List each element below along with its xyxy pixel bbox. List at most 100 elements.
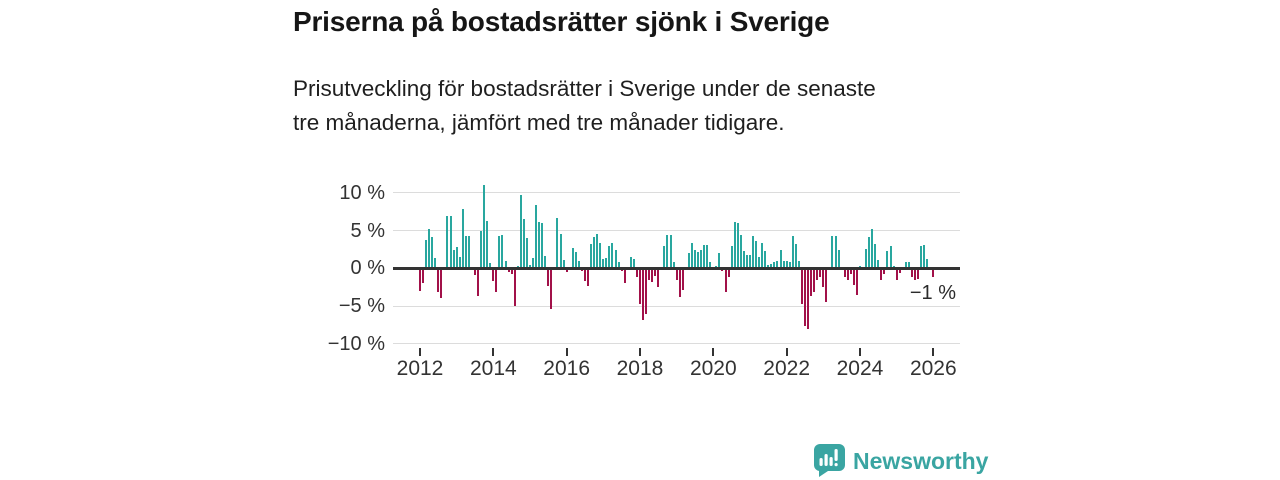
data-bar	[773, 261, 776, 269]
y-axis-label: −10 %	[327, 332, 385, 355]
data-bar	[693, 250, 696, 269]
data-bar	[767, 264, 770, 269]
data-bar	[654, 269, 657, 276]
data-bar	[666, 235, 669, 269]
data-bar	[678, 269, 681, 297]
data-bar	[648, 269, 651, 280]
chart-subtitle: Prisutveckling för bostadsrätter i Sveri…	[293, 72, 876, 140]
data-bar	[822, 269, 825, 288]
data-bar	[492, 269, 495, 282]
x-axis-label: 2026	[909, 357, 957, 380]
data-bar	[452, 250, 455, 269]
data-bar	[895, 269, 898, 280]
data-bar	[748, 254, 751, 269]
data-bar	[629, 256, 632, 269]
data-bar	[917, 269, 920, 279]
data-bar	[431, 236, 434, 269]
data-bar	[428, 229, 431, 269]
bar-chart-plot-area: 10 % 5 % 0 % −5 % −10 % 2012 2014 2016 2018 2020 2…	[328, 181, 960, 380]
data-bar	[675, 269, 678, 280]
data-bar	[599, 242, 602, 269]
data-bar	[559, 234, 562, 269]
data-bar	[837, 250, 840, 269]
data-bar	[687, 253, 690, 269]
data-bar	[709, 262, 712, 269]
data-bar	[449, 216, 452, 269]
data-bar	[467, 235, 470, 269]
data-bar	[883, 269, 886, 274]
data-bar	[538, 221, 541, 269]
data-bar	[706, 244, 709, 269]
data-bar	[477, 269, 480, 297]
data-bar	[528, 265, 531, 269]
data-bar	[590, 244, 593, 269]
gridline--10	[393, 343, 960, 345]
gridline--5	[393, 305, 960, 307]
data-bar	[797, 260, 800, 269]
data-bar	[645, 269, 648, 315]
data-bar	[819, 269, 822, 278]
data-bar	[455, 247, 458, 269]
data-bar	[519, 195, 522, 269]
data-bar	[464, 235, 467, 269]
data-bar	[889, 245, 892, 269]
data-bar	[565, 269, 568, 273]
data-bar	[593, 237, 596, 269]
data-bar	[807, 269, 810, 330]
data-bar	[923, 244, 926, 269]
data-bar	[547, 269, 550, 286]
data-bar	[498, 235, 501, 269]
data-bar	[486, 220, 489, 269]
data-bar	[736, 223, 739, 269]
x-axis-label: 2024	[836, 357, 884, 380]
data-bar	[776, 260, 779, 269]
data-bar	[877, 260, 880, 269]
data-bar	[611, 243, 614, 269]
data-bar	[596, 234, 599, 269]
y-axis-label: 5 %	[350, 219, 385, 242]
newsworthy-speech-bubble-chart-icon	[814, 444, 845, 477]
data-bar	[669, 235, 672, 269]
data-bar	[638, 269, 641, 305]
data-bar	[425, 239, 428, 269]
data-bar	[733, 221, 736, 269]
data-bar	[577, 260, 580, 269]
data-bar	[480, 230, 483, 269]
data-bar	[920, 245, 923, 269]
y-axis-label: 10 %	[339, 181, 385, 204]
data-bar	[422, 269, 425, 283]
data-bar	[501, 235, 504, 269]
x-axis-tick	[785, 348, 788, 356]
data-bar	[770, 263, 773, 269]
data-bar	[663, 245, 666, 269]
data-bar	[800, 269, 803, 304]
data-bar	[779, 250, 782, 269]
data-bar	[813, 269, 816, 293]
data-bar	[605, 258, 608, 269]
data-bar	[587, 269, 590, 287]
data-bar	[730, 245, 733, 269]
data-bar	[718, 253, 721, 269]
data-bar	[458, 256, 461, 269]
data-bar	[755, 241, 758, 269]
data-bar	[880, 269, 883, 281]
data-bar	[617, 262, 620, 269]
data-bar	[635, 269, 638, 278]
data-bar	[532, 258, 535, 269]
data-bar	[794, 244, 797, 269]
data-bar	[721, 269, 724, 272]
data-bar	[843, 269, 846, 277]
x-axis-label: 2014	[469, 357, 517, 380]
data-bar	[440, 269, 443, 298]
data-bar	[788, 261, 791, 269]
data-bar	[690, 243, 693, 269]
data-bar	[681, 269, 684, 291]
data-bar	[504, 260, 507, 269]
data-bar	[556, 217, 559, 269]
x-axis-tick	[419, 348, 421, 356]
data-bar	[871, 229, 874, 269]
y-axis-label: 0 %	[350, 257, 385, 280]
data-bar	[495, 269, 498, 293]
x-axis-tick	[492, 348, 495, 356]
x-axis-tick	[638, 348, 641, 356]
